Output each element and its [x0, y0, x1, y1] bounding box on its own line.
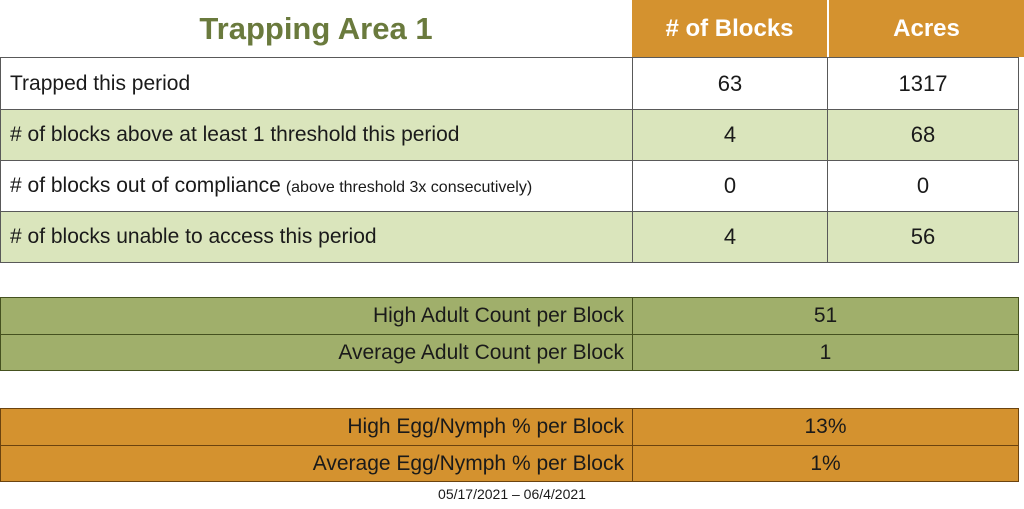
- table-row: # of blocks out of compliance (above thre…: [1, 160, 1018, 211]
- acres-value: 1317: [827, 58, 1018, 109]
- row-label-cell: Trapped this period: [1, 58, 632, 109]
- egg-nymph-table: High Egg/Nymph % per Block 13% Average E…: [0, 408, 1019, 482]
- blocks-value: 4: [632, 212, 827, 262]
- summary-value: 51: [632, 298, 1018, 334]
- column-header-acres: Acres: [827, 0, 1024, 57]
- blocks-value: 4: [632, 110, 827, 160]
- row-label-cell: # of blocks out of compliance (above thre…: [1, 161, 632, 211]
- summary-value: 1: [632, 335, 1018, 370]
- spacer: [0, 263, 1024, 297]
- blocks-value: 0: [632, 161, 827, 211]
- spacer: [0, 371, 1024, 408]
- date-range: 05/17/2021 – 06/4/2021: [438, 486, 586, 502]
- summary-label: High Adult Count per Block: [373, 304, 624, 327]
- row-label: # of blocks unable to access this period: [10, 225, 377, 248]
- summary-value: 1%: [632, 446, 1018, 481]
- table-row: # of blocks unable to access this period…: [1, 211, 1018, 262]
- row-label-cell: # of blocks above at least 1 threshold t…: [1, 110, 632, 160]
- table-row: High Egg/Nymph % per Block 13%: [1, 409, 1018, 445]
- column-header-blocks: # of Blocks: [632, 0, 827, 57]
- page-title: Trapping Area 1: [199, 10, 433, 46]
- footer: 05/17/2021 – 06/4/2021: [0, 482, 1024, 506]
- table-row: Trapped this period 63 1317: [1, 58, 1018, 109]
- table-row: Average Egg/Nymph % per Block 1%: [1, 445, 1018, 481]
- row-label: # of blocks out of compliance: [10, 174, 281, 197]
- row-label-cell: # of blocks unable to access this period: [1, 212, 632, 262]
- blocks-value: 63: [632, 58, 827, 109]
- main-table: Trapped this period 63 1317 # of blocks …: [0, 57, 1019, 263]
- adult-count-table: High Adult Count per Block 51 Average Ad…: [0, 297, 1019, 371]
- acres-value: 56: [827, 212, 1018, 262]
- row-label: Trapped this period: [10, 71, 191, 95]
- summary-label: Average Egg/Nymph % per Block: [312, 451, 624, 475]
- table-row: Average Adult Count per Block 1: [1, 334, 1018, 370]
- row-label: # of blocks above at least 1 threshold t…: [10, 123, 460, 146]
- row-label-note: (above threshold 3x consecutively): [285, 179, 533, 196]
- report-header: Trapping Area 1 # of Blocks Acres: [0, 0, 1024, 57]
- table-row: High Adult Count per Block 51: [1, 298, 1018, 334]
- table-row: # of blocks above at least 1 threshold t…: [1, 109, 1018, 160]
- summary-value: 13%: [632, 409, 1018, 445]
- summary-label: Average Adult Count per Block: [338, 340, 624, 364]
- acres-value: 68: [827, 110, 1018, 160]
- acres-value: 0: [827, 161, 1018, 211]
- summary-label: High Egg/Nymph % per Block: [347, 415, 624, 438]
